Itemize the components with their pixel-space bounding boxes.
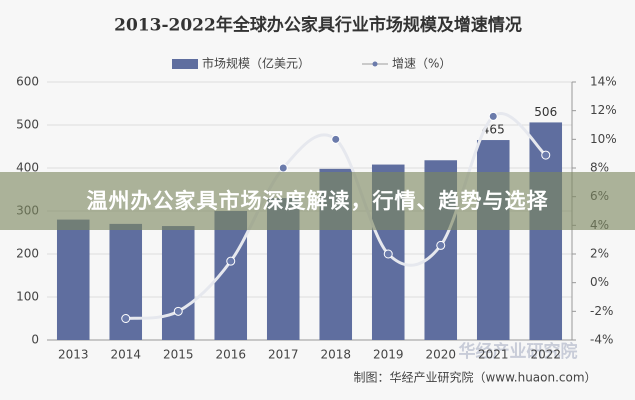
line-marker	[383, 249, 393, 259]
line-marker	[278, 163, 288, 173]
legend-label: 增速（%）	[392, 57, 451, 71]
y2-tick-label: -4%	[590, 333, 613, 347]
bar	[476, 140, 510, 340]
source: 制图：华经产业研究院（www.huaon.com）	[353, 370, 596, 385]
legend-label: 市场规模（亿美元）	[202, 56, 310, 71]
legend-swatch	[172, 59, 198, 69]
line-marker	[121, 314, 131, 323]
y2-tick-label: 2%	[590, 247, 609, 261]
x-tick-label: 2017	[268, 348, 299, 362]
y-tick-label: 500	[16, 118, 39, 132]
y-tick-label: 600	[16, 75, 39, 89]
x-tick-label: 2022	[530, 348, 561, 362]
chart-title: 2013-2022年全球办公家具行业市场规模及增速情况	[114, 15, 522, 36]
banner: 温州办公家具市场深度解读，行情、趋势与选择	[0, 172, 635, 230]
y2-tick-label: 0%	[590, 275, 609, 289]
bar	[161, 226, 195, 340]
x-tick-label: 2015	[163, 348, 194, 362]
y-tick-label: 400	[16, 161, 39, 175]
line-marker	[331, 134, 341, 144]
x-tick-label: 2018	[320, 348, 351, 362]
line-marker	[173, 306, 183, 316]
x-tick-label: 2013	[58, 348, 89, 362]
y2-tick-label: 10%	[590, 132, 617, 146]
x-tick-label: 2020	[425, 348, 456, 362]
x-tick-label: 2019	[373, 348, 404, 362]
x-tick-label: 2021	[478, 348, 509, 362]
y2-tick-label: 12%	[590, 103, 617, 117]
line-marker	[488, 111, 498, 121]
y-tick-label: 100	[16, 290, 39, 304]
y2-tick-label: -2%	[590, 304, 613, 318]
y2-tick-label: 8%	[590, 161, 609, 175]
legend-marker	[372, 61, 378, 67]
growth-line	[125, 112, 547, 320]
x-tick-label: 2016	[215, 348, 246, 362]
x-tick-label: 2014	[110, 348, 141, 362]
y2-tick-label: 14%	[590, 75, 617, 89]
line-marker	[226, 256, 236, 266]
value-label: 506	[534, 105, 557, 119]
y-tick-label: 0	[31, 333, 39, 347]
y-tick-label: 200	[16, 247, 39, 261]
line-marker	[541, 150, 551, 160]
line-marker	[436, 240, 446, 250]
bar	[56, 219, 90, 340]
watermark: 华经产业研究院	[459, 341, 578, 362]
